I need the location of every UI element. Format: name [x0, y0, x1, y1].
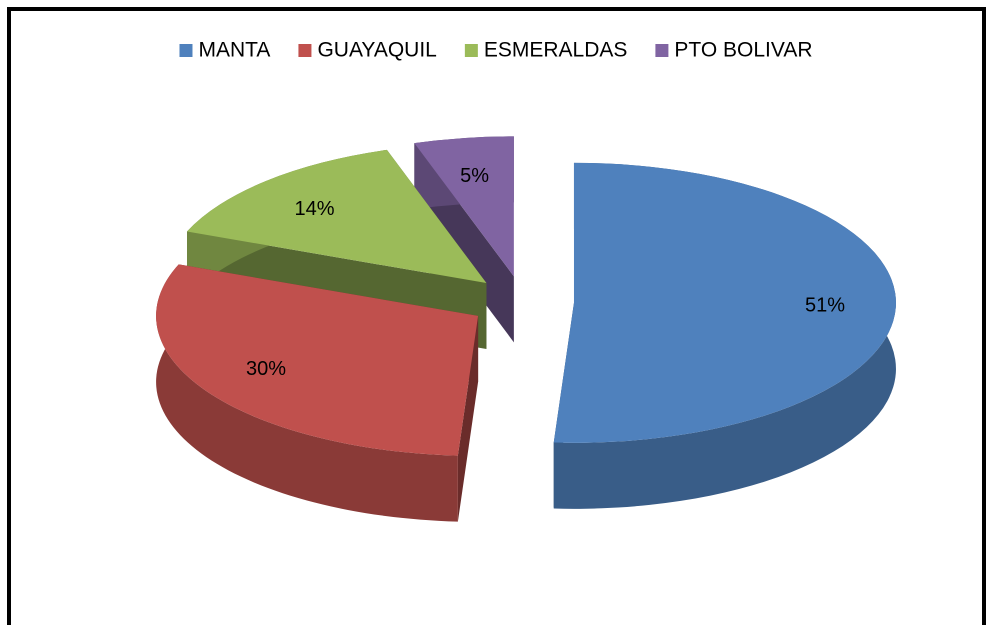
legend-label: GUAYAQUIL: [317, 39, 436, 62]
legend: MANTA GUAYAQUIL ESMERALDAS PTO BOLIVAR: [179, 39, 813, 62]
slice: [414, 136, 514, 277]
slice-label: 5%: [460, 165, 489, 187]
slice: [156, 264, 479, 456]
slice: [553, 162, 896, 443]
slice-label: 14%: [294, 198, 334, 220]
legend-swatch: [655, 44, 669, 57]
legend-label: MANTA: [198, 39, 270, 62]
legend-swatch: [179, 44, 193, 57]
slice-label: 30%: [246, 358, 286, 380]
slice-wall: [156, 264, 458, 522]
legend-label: ESMERALDAS: [484, 39, 628, 62]
legend-swatch: [464, 44, 478, 57]
legend-label: PTO BOLIVAR: [674, 39, 812, 62]
slice-label: 51%: [805, 294, 845, 316]
legend-swatch: [298, 44, 312, 57]
slice: [187, 149, 487, 284]
pie: 51% 30% 14% 5%: [156, 136, 896, 522]
